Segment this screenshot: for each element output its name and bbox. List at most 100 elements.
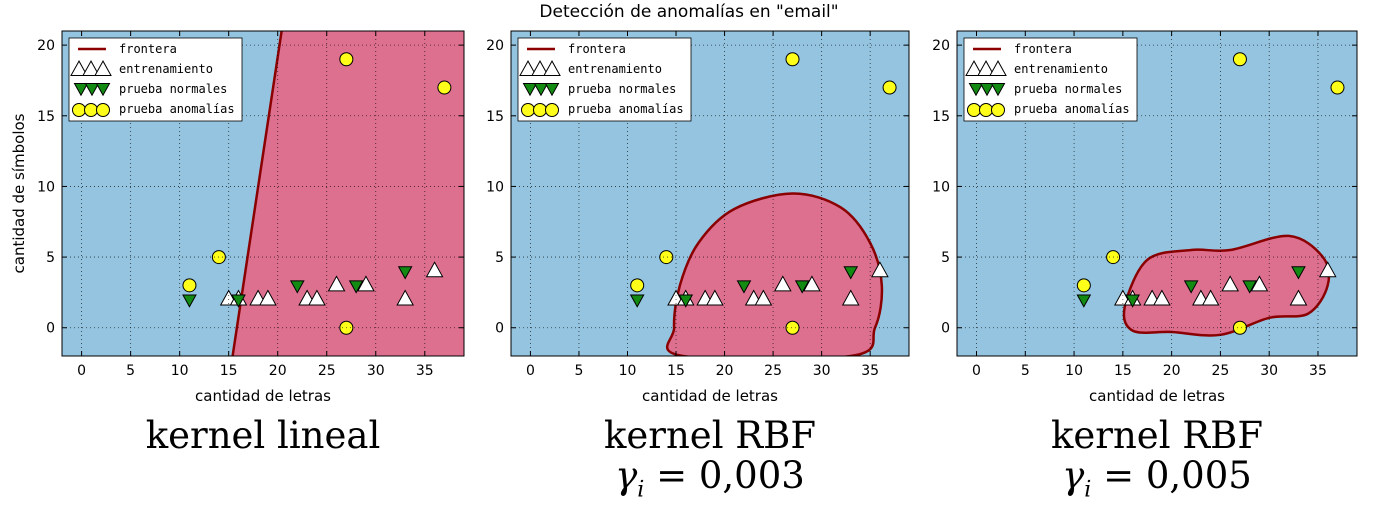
x-tick-label: 5 — [1021, 363, 1030, 379]
train-point — [706, 289, 724, 306]
y-tick-label: 5 — [46, 250, 55, 266]
normal-point — [678, 294, 694, 308]
y-tick-label: 10 — [932, 179, 950, 195]
x-tick-label: 0 — [972, 363, 981, 379]
normal-point — [1076, 294, 1092, 308]
legend-train-swatch — [989, 60, 1007, 76]
x-axis-label: cantidad de letras — [642, 387, 778, 405]
train-point — [259, 289, 277, 306]
normal-point — [397, 266, 413, 280]
legend-label: entrenamiento — [119, 62, 213, 76]
normal-point — [1125, 294, 1140, 308]
train-point — [357, 275, 375, 292]
legend-normal-swatch — [968, 83, 984, 97]
train-point — [841, 289, 860, 306]
legend-label: prueba anomalías — [568, 102, 684, 116]
train-point — [327, 275, 346, 292]
y-axis-label: cantidad de símbolos — [10, 113, 28, 273]
y-tick-label: 20 — [932, 38, 950, 54]
x-tick-label: 20 — [269, 363, 287, 379]
train-point — [425, 261, 444, 278]
legend: frontera entrenamiento prueba normales prue… — [963, 37, 1138, 122]
panel-caption-rbf-1: kernel RBF γi = 0,003 — [511, 416, 909, 510]
axes-frame — [956, 30, 1358, 357]
x-axis-label: cantidad de letras — [195, 387, 331, 405]
y-tick-label: 5 — [495, 250, 504, 266]
legend-train-swatch — [531, 60, 549, 76]
legend-label: prueba normales — [1014, 82, 1122, 96]
legend-normal-swatch — [979, 83, 995, 97]
legend-label: prueba normales — [568, 82, 676, 96]
anomaly-point — [630, 278, 645, 293]
gamma-label: γi = 0,005 — [1062, 454, 1252, 503]
figure-title: Detección de anomalías en "email" — [539, 2, 839, 22]
y-tick-label: 0 — [495, 321, 504, 337]
y-tick-label: 10 — [37, 179, 55, 195]
y-tick-label: 20 — [37, 38, 55, 54]
y-tick-label: 5 — [941, 250, 950, 266]
train-point — [871, 261, 889, 278]
train-point — [754, 289, 773, 306]
y-tick-label: 15 — [932, 109, 950, 125]
legend-anomaly-swatch — [533, 103, 547, 117]
y-tick-label: 15 — [37, 109, 55, 125]
train-point — [1289, 289, 1308, 306]
legend-train-swatch — [82, 60, 100, 76]
axes-frame — [510, 30, 910, 357]
train-point — [1250, 275, 1269, 292]
legend-train-swatch — [543, 60, 561, 76]
x-tick-label: 35 — [861, 363, 879, 379]
gamma-value: 0,005 — [1145, 454, 1252, 497]
x-tick-label: 15 — [220, 363, 238, 379]
legend-normal-swatch — [533, 83, 549, 97]
anomaly-point — [1330, 80, 1345, 95]
x-tick-label: 35 — [1309, 363, 1327, 379]
legend-normal-swatch — [990, 83, 1006, 97]
x-tick-label: 30 — [813, 363, 831, 379]
legend-label: frontera — [568, 42, 626, 56]
legend-label: prueba normales — [119, 82, 227, 96]
legend-anomaly-swatch — [84, 103, 98, 117]
panel-3: 0 5 10 15 20 25 30 35 0 5 10 15 20 cantidad de letras… — [932, 30, 1358, 405]
x-tick-label: 15 — [667, 363, 685, 379]
train-point — [803, 275, 821, 292]
y-tick-label: 0 — [941, 321, 950, 337]
normal-point — [1183, 280, 1199, 294]
train-point — [1201, 289, 1220, 306]
decision-boundary — [665, 192, 884, 356]
panel-caption-linear: kernel lineal — [62, 416, 464, 456]
normal-point — [289, 280, 305, 294]
anomaly-point — [339, 52, 354, 67]
axes-frame — [61, 30, 465, 357]
panel-2: 0 5 10 15 20 25 30 35 0 5 10 15 20 cantidad de letras… — [486, 30, 910, 405]
legend-anomaly-swatch — [545, 103, 559, 117]
legend-anomaly-swatch — [96, 103, 110, 117]
x-tick-label: 30 — [367, 363, 385, 379]
legend-anomaly-swatch — [979, 103, 993, 117]
legend-normal-swatch — [84, 83, 100, 97]
normal-point — [1291, 266, 1306, 280]
legend-label: entrenamiento — [1014, 62, 1108, 76]
legend-anomaly-swatch — [72, 103, 86, 117]
train-point — [396, 289, 415, 306]
legend: frontera entrenamiento prueba normales prue… — [517, 37, 692, 122]
anomaly-point — [882, 80, 897, 95]
x-tick-label: 30 — [1260, 363, 1278, 379]
legend-train-swatch — [70, 60, 88, 76]
y-tick-label: 0 — [46, 321, 55, 337]
normal-point — [843, 266, 859, 280]
figure-canvas: 0 5 10 15 20 25 30 35 0 5 10 15 20 cantidad de letras… — [10, 30, 1358, 405]
legend-normal-swatch — [544, 83, 560, 97]
x-tick-label: 0 — [526, 363, 535, 379]
anomaly-point — [1076, 278, 1091, 293]
x-tick-label: 10 — [619, 363, 637, 379]
x-tick-label: 35 — [416, 363, 434, 379]
legend-label: entrenamiento — [568, 62, 662, 76]
legend-label: prueba anomalías — [119, 102, 235, 116]
legend-normal-swatch — [522, 83, 538, 97]
y-tick-label: 15 — [486, 109, 504, 125]
legend-label: prueba anomalías — [1014, 102, 1130, 116]
caption-text: kernel RBF — [603, 414, 817, 457]
x-tick-label: 25 — [764, 363, 782, 379]
x-tick-label: 5 — [574, 363, 583, 379]
